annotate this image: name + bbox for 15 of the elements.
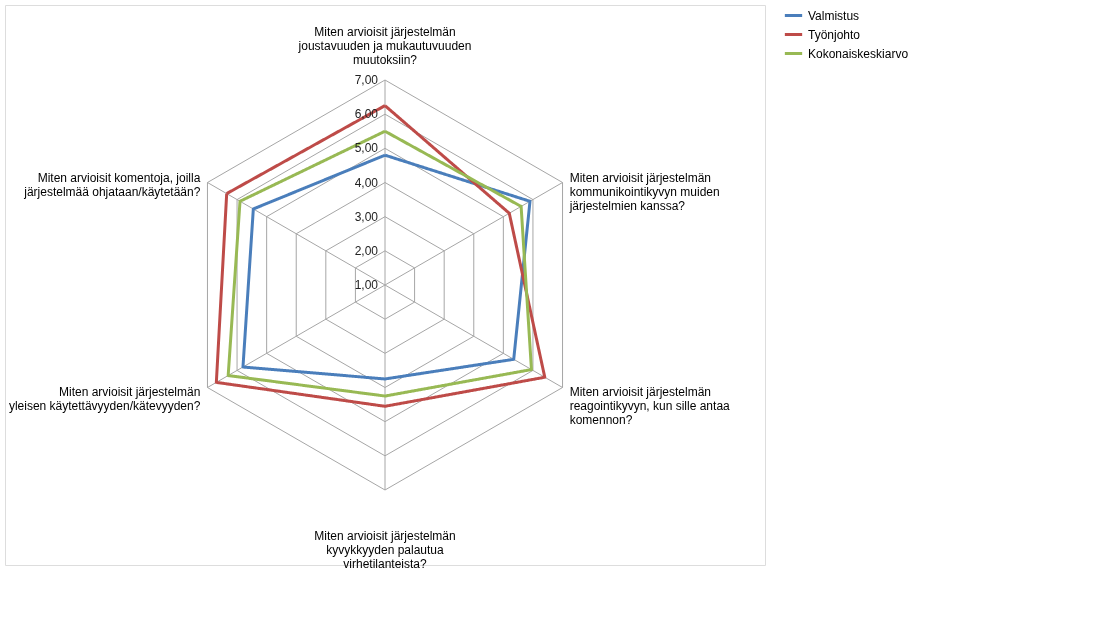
y-tick-label: 3,00 — [354, 209, 379, 224]
y-tick-label: 4,00 — [354, 175, 379, 190]
spoke-label: Miten arvioisit järjestelmän reagointikyvyn, kun sille antaa komennon? — [569, 384, 731, 427]
spoke-label: Miten arvioisit komentoja, joilla järjestelmää ohjataan/käytetään? — [23, 171, 201, 200]
spoke-label: Miten arvioisit järjestelmän kommunikointikyvyn muiden järjestelmien kanssa? — [568, 171, 720, 214]
y-tick-label: 5,00 — [354, 141, 379, 156]
spoke-label: Miten arvioisit järjestelmän kyvykkyyden palautua virhetilanteista? — [314, 529, 456, 571]
y-tick-label: 1,00 — [354, 278, 379, 292]
spoke-label: Miten arvioisit järjestelmän yleisen käytettävyyden/kätevyyden? — [8, 384, 201, 413]
legend-label: Valmistus — [808, 8, 860, 23]
legend-label: Työnjohto — [808, 27, 861, 42]
spoke-label: Miten arvioisit järjestelmän joustavuuden ja mukautuvuuden muutoksiin? — [297, 25, 472, 67]
legend-label: Kokonaiskeskiarvo — [808, 46, 909, 61]
y-tick-label: 7,00 — [354, 73, 379, 87]
y-tick-label: 2,00 — [354, 243, 379, 258]
